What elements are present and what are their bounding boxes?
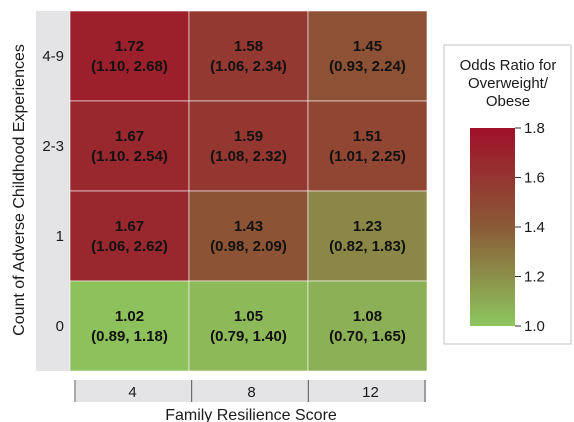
cell-odds-ratio-label: 1.43 xyxy=(234,218,263,235)
colorbar-tick-label: 1.4 xyxy=(524,219,545,236)
cell-ci-label: (0.98, 2.09) xyxy=(210,238,287,255)
cell-ci-label: (1.06, 2.34) xyxy=(210,58,287,75)
heatmap-cell-fill xyxy=(307,10,428,102)
heatmap-cell-fill xyxy=(307,190,428,282)
cell-odds-ratio-label: 1.45 xyxy=(353,38,382,55)
heatmap-cell: 1.51 (1.01, 2.25) xyxy=(307,100,428,192)
x-tick-label: 12 xyxy=(362,384,379,401)
cell-odds-ratio-label: 1.59 xyxy=(234,128,263,145)
cell-odds-ratio-label: 1.23 xyxy=(353,218,382,235)
colorbar-tick-label: 1.8 xyxy=(524,120,545,137)
x-axis-band xyxy=(76,380,426,402)
y-tick-label: 1 xyxy=(56,228,64,245)
cell-ci-label: (1.08, 2.32) xyxy=(210,148,287,165)
cell-odds-ratio-label: 1.51 xyxy=(353,128,382,145)
y-tick-label: 4-9 xyxy=(42,48,64,65)
cell-odds-ratio-label: 1.58 xyxy=(234,38,263,55)
cell-odds-ratio-label: 1.72 xyxy=(115,38,144,55)
cell-odds-ratio-label: 1.08 xyxy=(353,308,382,325)
x-tick-labels: 4 8 12 xyxy=(74,380,426,402)
legend-title-line-2: Overweight/ xyxy=(468,75,549,92)
cell-ci-label: (0.93, 2.24) xyxy=(329,58,406,75)
y-tick-label: 2-3 xyxy=(42,138,64,155)
heatmap-cell-fill xyxy=(188,190,309,282)
y-tick-labels: 4-9 2-3 1 0 xyxy=(42,48,64,335)
heatmap-cell-fill xyxy=(69,10,190,102)
heatmap-cell: 1.72 (1.10, 2.68) xyxy=(69,10,190,102)
heatmap-cells: 1.72 (1.10, 2.68) 1.58 (1.06, 2.34) 1.45 (0.9… xyxy=(69,10,428,372)
cell-ci-label: (0.70, 1.65) xyxy=(329,328,406,345)
heatmap-cell-fill xyxy=(307,280,428,372)
legend-title-line-1: Odds Ratio for xyxy=(460,57,557,74)
cell-ci-label: (0.79, 1.40) xyxy=(210,328,287,345)
cell-ci-label: (0.89, 1.18) xyxy=(91,328,168,345)
cell-ci-label: (1.06, 2.62) xyxy=(91,238,168,255)
heatmap-cell: 1.02 (0.89, 1.18) xyxy=(69,280,190,372)
colorbar-tick-label: 1.6 xyxy=(524,170,545,187)
heatmap-cell: 1.45 (0.93, 2.24) xyxy=(307,10,428,102)
heatmap-cell: 1.43 (0.98, 2.09) xyxy=(188,190,309,282)
heatmap-cell-fill xyxy=(307,100,428,192)
x-tick-label: 4 xyxy=(128,384,136,401)
legend-title-line-3: Obese xyxy=(486,93,530,110)
heatmap-cell: 1.08 (0.70, 1.65) xyxy=(307,280,428,372)
cell-ci-label: (0.82, 1.83) xyxy=(329,238,406,255)
heatmap-cell-fill xyxy=(69,190,190,282)
heatmap-cell-fill xyxy=(188,280,309,372)
cell-odds-ratio-label: 1.05 xyxy=(234,308,263,325)
heatmap-cell-fill xyxy=(69,100,190,192)
heatmap-cell: 1.67 (1.10. 2.54) xyxy=(69,100,190,192)
cell-ci-label: (1.10. 2.54) xyxy=(91,148,168,165)
x-tick-label: 8 xyxy=(247,384,255,401)
x-axis-title: Family Resilience Score xyxy=(165,407,337,422)
cell-odds-ratio-label: 1.67 xyxy=(115,218,144,235)
colorbar-legend: Odds Ratio for Overweight/ Obese 1.01.21… xyxy=(443,44,572,345)
cell-odds-ratio-label: 1.02 xyxy=(115,308,144,325)
cell-odds-ratio-label: 1.67 xyxy=(115,128,144,145)
heatmap-cell-fill xyxy=(188,10,309,102)
y-axis-band xyxy=(36,11,70,371)
cell-ci-label: (1.10, 2.68) xyxy=(91,58,168,75)
y-tick-label: 0 xyxy=(56,318,64,335)
colorbar-tick-label: 1.0 xyxy=(524,318,545,335)
heatmap-cell: 1.59 (1.08, 2.32) xyxy=(188,100,309,192)
heatmap-cell: 1.05 (0.79, 1.40) xyxy=(188,280,309,372)
heatmap-cell: 1.58 (1.06, 2.34) xyxy=(188,10,309,102)
colorbar-gradient xyxy=(470,128,515,326)
heatmap-cell: 1.23 (0.82, 1.83) xyxy=(307,190,428,282)
heatmap-cell: 1.67 (1.06, 2.62) xyxy=(69,190,190,282)
colorbar-tick-label: 1.2 xyxy=(524,269,545,286)
heatmap-cell-fill xyxy=(69,280,190,372)
cell-ci-label: (1.01, 2.25) xyxy=(329,148,406,165)
y-axis-title: Count of Adverse Childhood Experiences xyxy=(11,44,28,336)
heatmap-cell-fill xyxy=(188,100,309,192)
colorbar-ticks: 1.0 1.2 1.4 1.6 1.8 xyxy=(515,120,545,335)
